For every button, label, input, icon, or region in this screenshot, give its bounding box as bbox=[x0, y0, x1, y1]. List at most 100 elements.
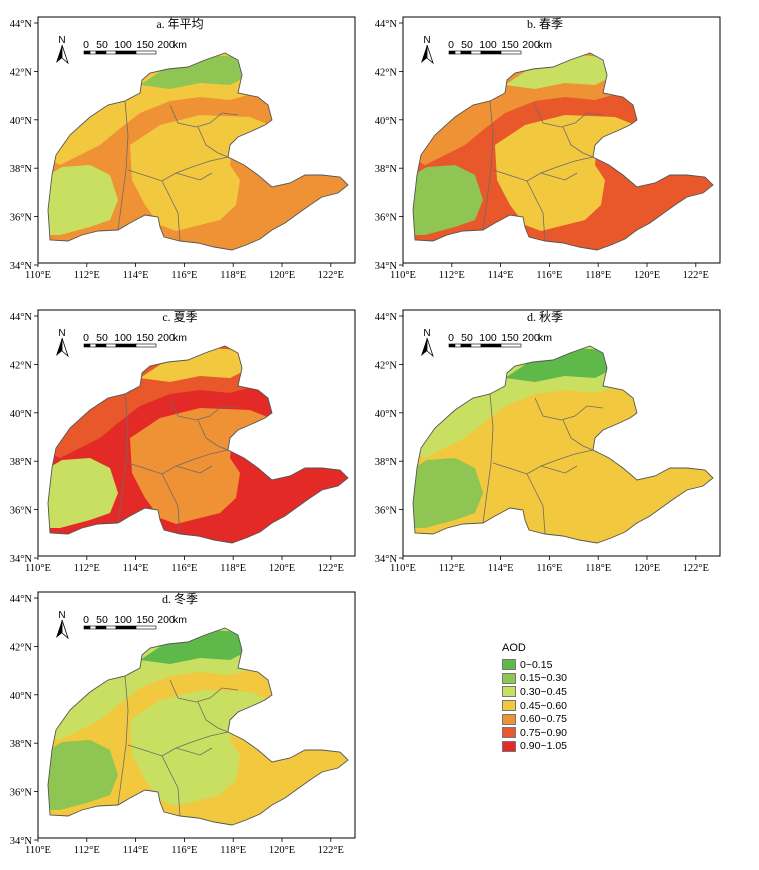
scale-bar bbox=[448, 343, 522, 348]
province-boundary bbox=[161, 180, 181, 242]
aod-zone bbox=[505, 55, 611, 89]
lat-tick-label: 38°N bbox=[10, 164, 33, 175]
scale-label: 200 bbox=[157, 614, 175, 626]
scale-label: 200 bbox=[157, 39, 175, 51]
lon-tick-label: 118°E bbox=[220, 270, 246, 281]
legend-label: 0.75~0.90 bbox=[520, 726, 568, 739]
region-outline bbox=[47, 627, 349, 826]
scale-label: 50 bbox=[96, 614, 108, 626]
aod-zone bbox=[495, 115, 635, 231]
scale-label: km bbox=[538, 332, 552, 344]
north-arrow-icon bbox=[56, 337, 69, 358]
lon-tick-label: 112°E bbox=[439, 270, 465, 281]
lon-tick-label: 118°E bbox=[585, 270, 611, 281]
province-boundary bbox=[117, 100, 129, 231]
lon-tick-label: 110°E bbox=[390, 270, 416, 281]
province-boundary bbox=[526, 180, 546, 242]
province-boundary bbox=[175, 465, 213, 474]
lat-tick-label: 44°N bbox=[10, 312, 33, 323]
scale-label: 150 bbox=[136, 332, 154, 344]
scale-label: km bbox=[173, 332, 187, 344]
lat-tick-label: 42°N bbox=[10, 642, 33, 653]
scale-bar bbox=[83, 50, 157, 55]
lat-tick-label: 44°N bbox=[375, 312, 398, 323]
lon-tick-label: 120°E bbox=[269, 270, 295, 281]
scale-bar bbox=[83, 625, 157, 630]
legend-swatch bbox=[502, 672, 516, 684]
scale-label: 100 bbox=[114, 614, 132, 626]
north-label: N bbox=[58, 35, 65, 46]
scale-label: 200 bbox=[157, 332, 175, 344]
lat-tick-label: 38°N bbox=[10, 457, 33, 468]
aod-zone bbox=[48, 740, 118, 810]
map-panel-annual: 110°E 112°E 114°E 116°E 118°E 120°E 122°E 44°N 4… bbox=[0, 5, 360, 290]
lat-tick-label: 42°N bbox=[10, 360, 33, 371]
aod-legend: AOD 0~0.15 0.15~0.30 0.30~0.45 0.45~0.60 0.6… bbox=[502, 642, 632, 753]
lat-tick-label: 34°N bbox=[10, 554, 33, 565]
lat-tick-label: 44°N bbox=[10, 594, 33, 605]
lon-tick-label: 116°E bbox=[536, 563, 562, 574]
legend-swatch bbox=[502, 700, 516, 712]
lat-tick-label: 34°N bbox=[10, 261, 33, 272]
aod-zone bbox=[130, 690, 270, 806]
lon-tick-label: 116°E bbox=[171, 270, 197, 281]
lat-tick-label: 42°N bbox=[375, 360, 398, 371]
scale-label: km bbox=[538, 39, 552, 51]
lat-tick-label: 38°N bbox=[375, 164, 398, 175]
aod-zone bbox=[495, 408, 635, 524]
lat-tick-label: 36°N bbox=[10, 788, 33, 799]
scale-label: 100 bbox=[114, 332, 132, 344]
map-figure: 110°E 112°E 114°E 116°E 118°E 120°E 122°E 44°N 4… bbox=[10, 16, 356, 281]
lon-tick-label: 122°E bbox=[683, 270, 709, 281]
lon-tick-label: 112°E bbox=[74, 270, 100, 281]
lat-tick-label: 40°N bbox=[10, 691, 33, 702]
lat-tick-label: 36°N bbox=[375, 506, 398, 517]
panel-title: c. 夏季 bbox=[162, 310, 197, 324]
map-figure: 110°E 112°E 114°E 116°E 118°E 120°E 122°E 44°N 4… bbox=[10, 309, 356, 574]
north-label: N bbox=[58, 610, 65, 621]
lat-tick-label: 34°N bbox=[375, 554, 398, 565]
aod-zone bbox=[413, 165, 483, 235]
panel-title: b. 春季 bbox=[527, 17, 563, 31]
lat-tick-label: 34°N bbox=[375, 261, 398, 272]
province-boundary bbox=[161, 755, 181, 817]
province-boundary bbox=[534, 397, 604, 421]
province-boundary bbox=[197, 701, 229, 733]
north-label: N bbox=[423, 328, 430, 339]
scale-label: 50 bbox=[96, 39, 108, 51]
legend-title: AOD bbox=[502, 642, 526, 654]
lon-tick-label: 120°E bbox=[634, 270, 660, 281]
lon-tick-label: 120°E bbox=[269, 845, 295, 856]
north-arrow-icon bbox=[421, 337, 434, 358]
aod-zone bbox=[140, 55, 246, 89]
lon-tick-label: 122°E bbox=[318, 563, 344, 574]
lon-tick-label: 114°E bbox=[488, 270, 514, 281]
legend-item: 0.75~0.90 bbox=[502, 726, 632, 740]
province-boundary bbox=[562, 419, 594, 451]
map-panel-summer: 110°E 112°E 114°E 116°E 118°E 120°E 122°E 44°N 4… bbox=[0, 298, 360, 583]
legend-item: 0.30~0.45 bbox=[502, 685, 632, 699]
map-figure: 110°E 112°E 114°E 116°E 118°E 120°E 122°E 44°N 4… bbox=[375, 309, 721, 574]
province-boundary bbox=[169, 679, 239, 703]
lat-tick-label: 40°N bbox=[375, 116, 398, 127]
region-outline bbox=[47, 52, 349, 251]
scale-label: 150 bbox=[501, 332, 519, 344]
north-arrow-icon bbox=[56, 44, 69, 65]
lon-tick-label: 114°E bbox=[123, 270, 149, 281]
map-panel-spring: 110°E 112°E 114°E 116°E 118°E 120°E 122°E 44°N 4… bbox=[365, 5, 725, 290]
province-boundary bbox=[117, 393, 129, 524]
scale-label: 200 bbox=[522, 39, 540, 51]
lon-tick-label: 120°E bbox=[269, 563, 295, 574]
scale-label: 50 bbox=[461, 332, 473, 344]
lon-tick-label: 118°E bbox=[220, 563, 246, 574]
scale-label: 50 bbox=[461, 39, 473, 51]
aod-zone bbox=[140, 630, 246, 664]
lon-tick-label: 122°E bbox=[683, 563, 709, 574]
lat-tick-label: 36°N bbox=[10, 213, 33, 224]
panel-title: d. 秋季 bbox=[527, 310, 563, 324]
lon-tick-label: 110°E bbox=[25, 563, 51, 574]
lon-tick-label: 122°E bbox=[318, 270, 344, 281]
north-label: N bbox=[58, 328, 65, 339]
lat-tick-label: 38°N bbox=[10, 739, 33, 750]
legend-swatch bbox=[502, 659, 516, 671]
